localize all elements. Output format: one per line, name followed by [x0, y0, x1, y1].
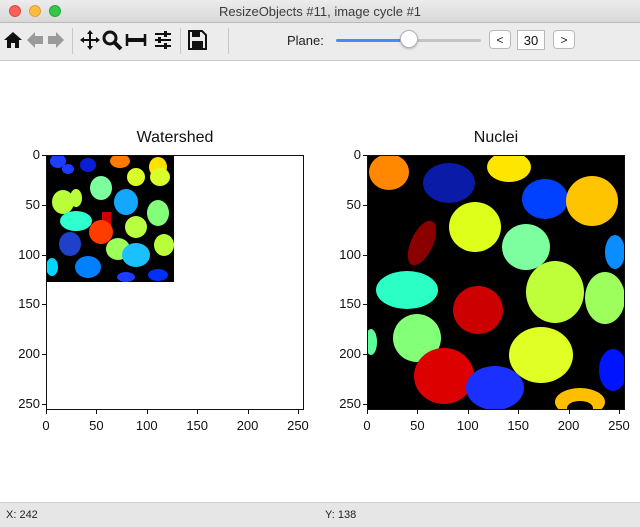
y-tick-mark [42, 204, 46, 206]
y-tick-mark [363, 155, 367, 156]
maximize-button[interactable] [49, 5, 61, 17]
x-tick-label: 150 [186, 418, 209, 433]
home-icon[interactable] [2, 29, 24, 51]
y-tick-mark [363, 204, 367, 206]
previous-plane-button[interactable]: < [489, 30, 511, 49]
y-tick-label: 100 [18, 246, 40, 262]
zoom-icon[interactable] [101, 29, 123, 51]
y-tick-label: 250 [339, 396, 361, 412]
y-tick-mark [363, 304, 367, 306]
x-tick-mark [467, 410, 469, 414]
plane-label: Plane: [287, 33, 324, 48]
watershed-plot-title: Watershed [136, 129, 214, 146]
toolbar-separator [228, 28, 229, 54]
x-tick-mark [297, 410, 299, 414]
y-tick-mark [42, 254, 46, 256]
toolbar-separator [180, 28, 181, 54]
y-tick-label: 150 [18, 296, 40, 312]
window-title: ResizeObjects #11, image cycle #1 [218, 4, 422, 19]
x-tick-label: 0 [363, 418, 371, 433]
x-tick-label: 50 [89, 418, 104, 433]
y-tick-mark [42, 404, 46, 406]
pan-icon[interactable] [79, 29, 101, 51]
y-tick-label: 50 [346, 196, 361, 212]
configure-icon[interactable] [152, 29, 174, 51]
y-tick-label: 250 [18, 396, 40, 412]
y-tick-mark [363, 254, 367, 256]
y-tick-label: 50 [25, 196, 40, 212]
status-y-coordinate: Y: 138 [325, 509, 357, 521]
x-tick-mark [618, 410, 620, 414]
y-tick-label: 100 [339, 246, 361, 262]
x-tick-mark [197, 410, 199, 414]
status-bar: X: 242 Y: 138 [0, 502, 640, 527]
y-tick-label: 200 [339, 346, 361, 362]
y-tick-label: 200 [18, 346, 40, 362]
nuclei-image [367, 155, 625, 410]
y-tick-mark [363, 404, 367, 406]
toolbar: Plane: < 30 > [0, 23, 640, 61]
x-tick-mark [96, 410, 98, 414]
y-tick-label: 0 [353, 147, 361, 162]
x-tick-label: 100 [456, 418, 479, 433]
forward-arrow-icon[interactable] [45, 29, 67, 51]
minimize-button[interactable] [29, 5, 41, 17]
watershed-image [46, 155, 174, 282]
plane-slider-knob[interactable] [399, 30, 418, 48]
next-plane-button[interactable]: > [553, 30, 575, 49]
y-tick-mark [42, 354, 46, 356]
x-tick-mark [518, 410, 520, 414]
status-x-coordinate: X: 242 [6, 509, 38, 521]
y-tick-mark [42, 304, 46, 306]
x-tick-label: 200 [557, 418, 580, 433]
x-tick-mark [367, 410, 368, 414]
x-tick-label: 250 [608, 418, 630, 433]
x-tick-label: 200 [236, 418, 259, 433]
nuclei-image-canvas[interactable] [367, 155, 625, 410]
y-tick-mark [42, 155, 46, 156]
toolbar-separator [72, 28, 73, 54]
x-tick-label: 50 [410, 418, 425, 433]
y-tick-label: 0 [32, 147, 40, 162]
subplots-icon[interactable] [125, 29, 147, 51]
x-tick-label: 100 [135, 418, 158, 433]
x-tick-mark [568, 410, 570, 414]
save-icon[interactable] [186, 29, 208, 51]
y-tick-mark [363, 354, 367, 356]
y-tick-label: 150 [339, 296, 361, 312]
close-button[interactable] [9, 5, 21, 17]
x-tick-mark [46, 410, 47, 414]
plane-slider-fill [336, 39, 409, 42]
x-tick-mark [417, 410, 419, 414]
x-tick-label: 150 [507, 418, 530, 433]
back-arrow-icon[interactable] [24, 29, 46, 51]
x-tick-mark [247, 410, 249, 414]
title-bar: ResizeObjects #11, image cycle #1 [0, 0, 640, 23]
x-tick-label: 250 [287, 418, 309, 433]
x-tick-mark [146, 410, 148, 414]
nuclei-plot-title: Nuclei [473, 129, 519, 146]
plane-number-field[interactable]: 30 [517, 30, 545, 50]
watershed-image-canvas[interactable] [46, 155, 304, 410]
x-tick-label: 0 [42, 418, 50, 433]
